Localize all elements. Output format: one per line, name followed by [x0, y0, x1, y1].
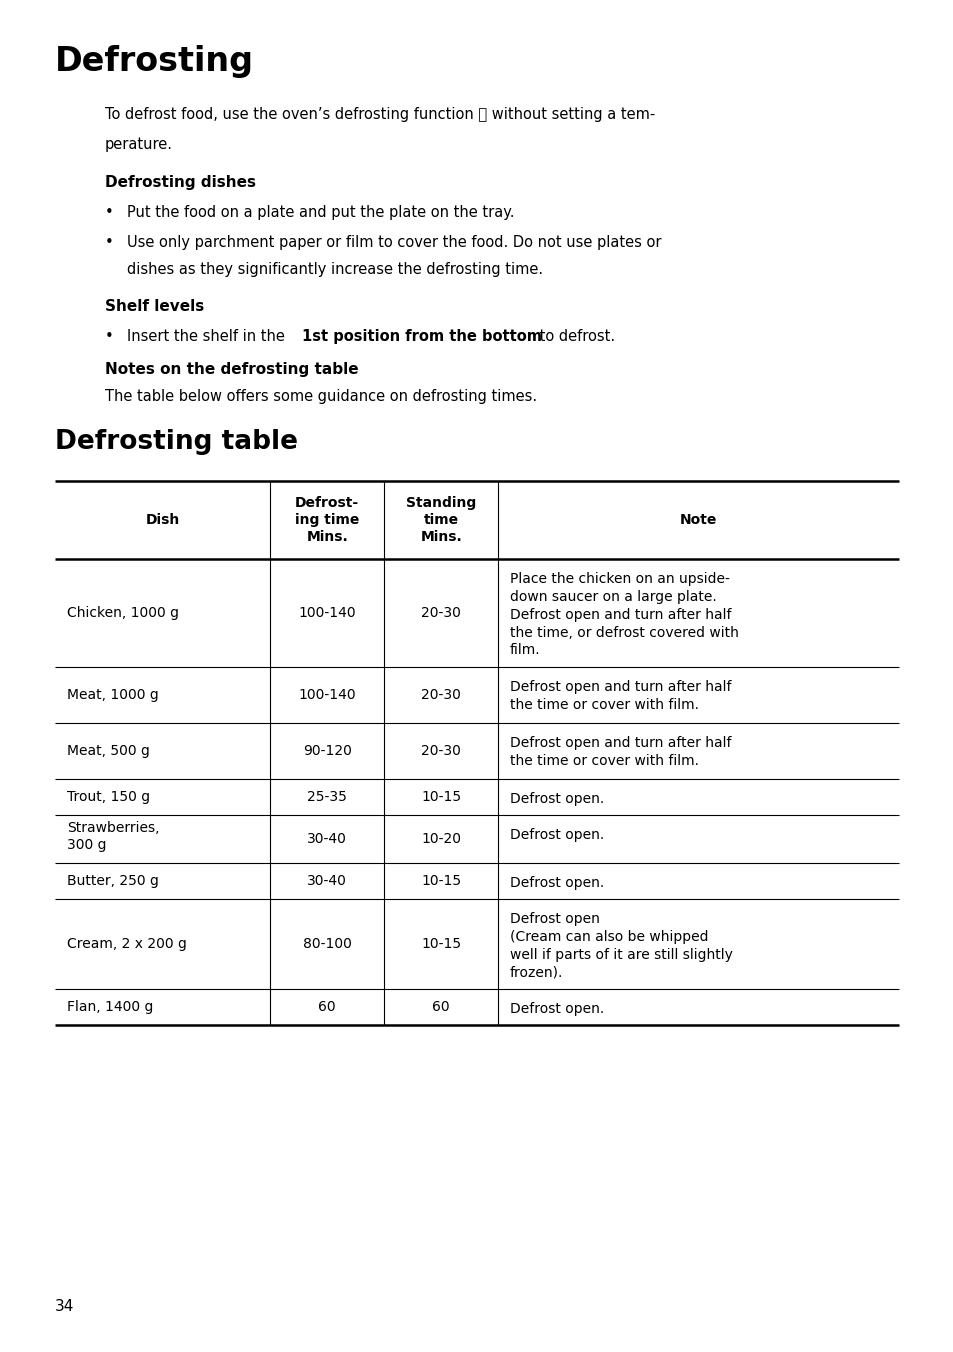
Text: Defrosting: Defrosting — [55, 45, 253, 78]
Text: 20-30: 20-30 — [421, 606, 460, 621]
Text: Defrost open.: Defrost open. — [510, 827, 603, 842]
Text: To defrost food, use the oven’s defrosting function ⓞ without setting a tem-: To defrost food, use the oven’s defrosti… — [105, 107, 655, 122]
Text: Meat, 500 g: Meat, 500 g — [67, 744, 150, 758]
Text: 20-30: 20-30 — [421, 688, 460, 702]
Text: Butter, 250 g: Butter, 250 g — [67, 873, 159, 888]
Text: Use only parchment paper or film to cover the food. Do not use plates or: Use only parchment paper or film to cove… — [127, 235, 660, 250]
Text: 10-15: 10-15 — [420, 873, 460, 888]
Text: The table below offers some guidance on defrosting times.: The table below offers some guidance on … — [105, 389, 537, 404]
Text: Chicken, 1000 g: Chicken, 1000 g — [67, 606, 179, 621]
Text: Strawberries,
300 g: Strawberries, 300 g — [67, 821, 159, 852]
Text: 10-20: 10-20 — [420, 831, 460, 846]
Text: Cream, 2 x 200 g: Cream, 2 x 200 g — [67, 937, 187, 950]
Text: Defrost-
ing time
Mins.: Defrost- ing time Mins. — [294, 496, 359, 545]
Text: perature.: perature. — [105, 137, 172, 151]
Text: Dish: Dish — [145, 512, 179, 527]
Text: 10-15: 10-15 — [420, 937, 460, 950]
Text: Insert the shelf in the: Insert the shelf in the — [127, 329, 289, 343]
Text: Meat, 1000 g: Meat, 1000 g — [67, 688, 158, 702]
Text: Standing
time
Mins.: Standing time Mins. — [406, 496, 476, 545]
Text: Trout, 150 g: Trout, 150 g — [67, 790, 150, 804]
Text: Place the chicken on an upside-
down saucer on a large plate.
Defrost open and t: Place the chicken on an upside- down sau… — [510, 572, 739, 657]
Text: 80-100: 80-100 — [302, 937, 352, 950]
Text: •: • — [105, 235, 113, 250]
Text: Notes on the defrosting table: Notes on the defrosting table — [105, 362, 358, 377]
Text: to defrost.: to defrost. — [534, 329, 614, 343]
Text: Defrost open.: Defrost open. — [510, 1002, 603, 1015]
Text: dishes as they significantly increase the defrosting time.: dishes as they significantly increase th… — [127, 262, 542, 277]
Text: Shelf levels: Shelf levels — [105, 299, 204, 314]
Text: 34: 34 — [55, 1299, 74, 1314]
Text: Defrosting table: Defrosting table — [55, 429, 297, 456]
Text: Put the food on a plate and put the plate on the tray.: Put the food on a plate and put the plat… — [127, 206, 514, 220]
Text: •: • — [105, 329, 113, 343]
Text: Defrost open.: Defrost open. — [510, 876, 603, 890]
Text: •: • — [105, 206, 113, 220]
Text: Defrost open and turn after half
the time or cover with film.: Defrost open and turn after half the tim… — [510, 735, 731, 768]
Text: 60: 60 — [432, 1000, 450, 1014]
Text: 20-30: 20-30 — [421, 744, 460, 758]
Text: Defrost open
(Cream can also be whipped
well if parts of it are still slightly
f: Defrost open (Cream can also be whipped … — [510, 913, 732, 980]
Text: 1st position from the bottom: 1st position from the bottom — [302, 329, 541, 343]
Text: Flan, 1400 g: Flan, 1400 g — [67, 1000, 153, 1014]
Text: 25-35: 25-35 — [307, 790, 347, 804]
Text: Defrosting dishes: Defrosting dishes — [105, 174, 255, 191]
Text: 100-140: 100-140 — [298, 688, 355, 702]
Text: 30-40: 30-40 — [307, 873, 347, 888]
Text: Defrost open and turn after half
the time or cover with film.: Defrost open and turn after half the tim… — [510, 680, 731, 713]
Text: 30-40: 30-40 — [307, 831, 347, 846]
Text: Defrost open.: Defrost open. — [510, 792, 603, 806]
Text: Note: Note — [679, 512, 717, 527]
Text: 90-120: 90-120 — [302, 744, 352, 758]
Text: 100-140: 100-140 — [298, 606, 355, 621]
Text: 60: 60 — [318, 1000, 335, 1014]
Text: 10-15: 10-15 — [420, 790, 460, 804]
